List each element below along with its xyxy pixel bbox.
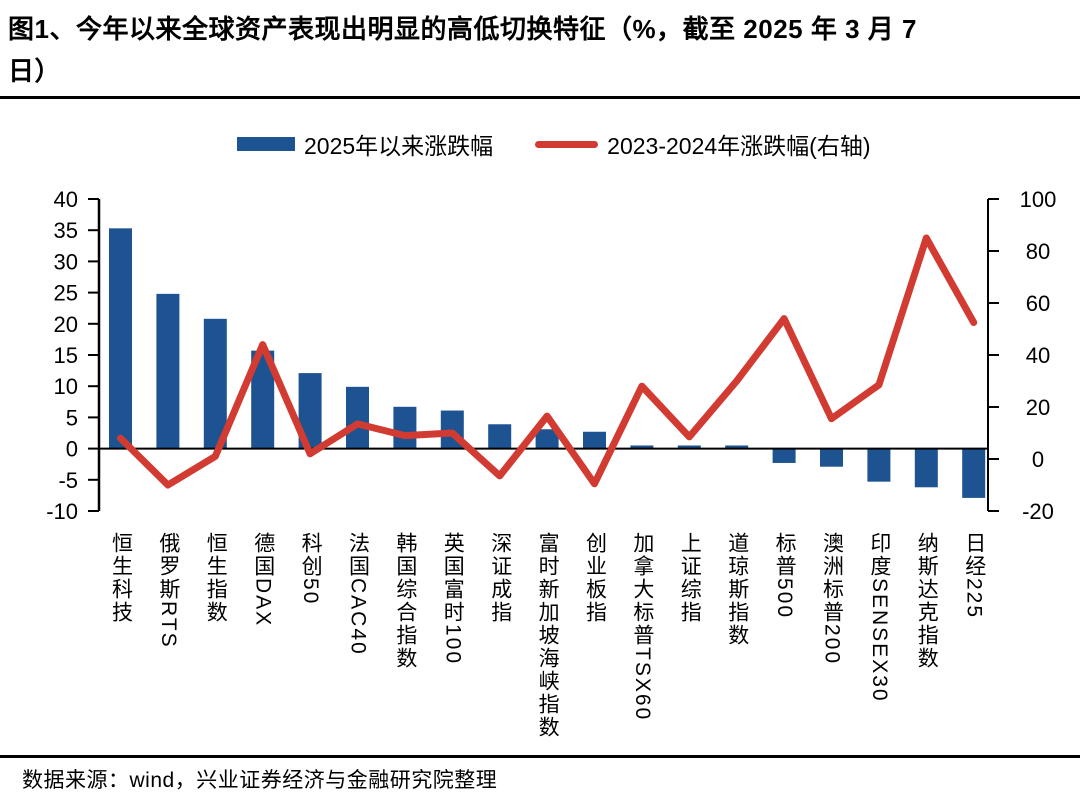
left-axis-tick-label: 35 bbox=[54, 218, 78, 243]
left-axis-tick-label: 10 bbox=[54, 374, 78, 399]
right-axis-tick-label: 100 bbox=[1020, 187, 1057, 212]
left-axis-tick-label: -10 bbox=[46, 499, 78, 524]
left-axis-tick-label: 5 bbox=[66, 405, 78, 430]
bar bbox=[393, 406, 417, 449]
bar bbox=[725, 445, 749, 449]
bar bbox=[867, 448, 891, 482]
bar bbox=[346, 386, 369, 449]
left-axis-tick-label: 40 bbox=[54, 187, 78, 212]
legend-bar-label: 2025年以来涨跌幅 bbox=[304, 133, 494, 159]
bar bbox=[203, 318, 227, 449]
bar bbox=[109, 228, 132, 449]
title-divider bbox=[0, 96, 1080, 99]
right-axis-tick-label: 40 bbox=[1026, 343, 1050, 368]
left-axis-tick-label: 25 bbox=[54, 281, 78, 306]
trend-line bbox=[117, 234, 978, 489]
data-source: 数据来源：wind，兴业证券经济与金融研究院整理 bbox=[22, 769, 498, 792]
bar bbox=[772, 448, 796, 463]
left-axis-tick-label: 0 bbox=[66, 437, 78, 462]
bar bbox=[962, 448, 986, 498]
legend-bar-swatch-icon bbox=[237, 137, 295, 151]
bar bbox=[488, 424, 512, 449]
figure-title: 图1、今年以来全球资产表现出明显的高低切换特征（%，截至 2025 年 3 月 … bbox=[8, 8, 1072, 92]
bar bbox=[630, 445, 654, 449]
right-axis-tick-label: 20 bbox=[1026, 395, 1050, 420]
footer-divider bbox=[0, 755, 1080, 758]
legend-line-label: 2023-2024年涨跌幅(右轴) bbox=[607, 133, 871, 159]
bar bbox=[820, 448, 843, 467]
bar bbox=[156, 293, 180, 449]
right-axis-tick-label: 0 bbox=[1032, 447, 1044, 472]
figure-title-line1: 图1、今年以来全球资产表现出明显的高低切换特征（%，截至 2025 年 3 月 … bbox=[8, 14, 917, 44]
right-axis-tick-label: 60 bbox=[1026, 291, 1050, 316]
bar bbox=[298, 373, 322, 449]
bar bbox=[583, 431, 606, 449]
bar bbox=[914, 448, 938, 488]
left-axis-tick-label: 30 bbox=[54, 249, 78, 274]
left-axis-tick-label: 15 bbox=[54, 343, 78, 368]
legend-line-swatch-icon bbox=[535, 140, 599, 148]
right-axis-tick-label: -20 bbox=[1022, 499, 1054, 524]
bar bbox=[677, 445, 701, 449]
bar bbox=[535, 429, 559, 449]
left-axis-tick-label: 20 bbox=[54, 312, 78, 337]
figure-title-line2: 日） bbox=[8, 56, 62, 86]
bar bbox=[251, 350, 275, 449]
right-axis-tick-label: 80 bbox=[1026, 239, 1050, 264]
chart-legend: 2025年以来涨跌幅 2023-2024年涨跌幅(右轴) bbox=[237, 129, 870, 159]
left-axis-tick-label: -5 bbox=[58, 468, 78, 493]
